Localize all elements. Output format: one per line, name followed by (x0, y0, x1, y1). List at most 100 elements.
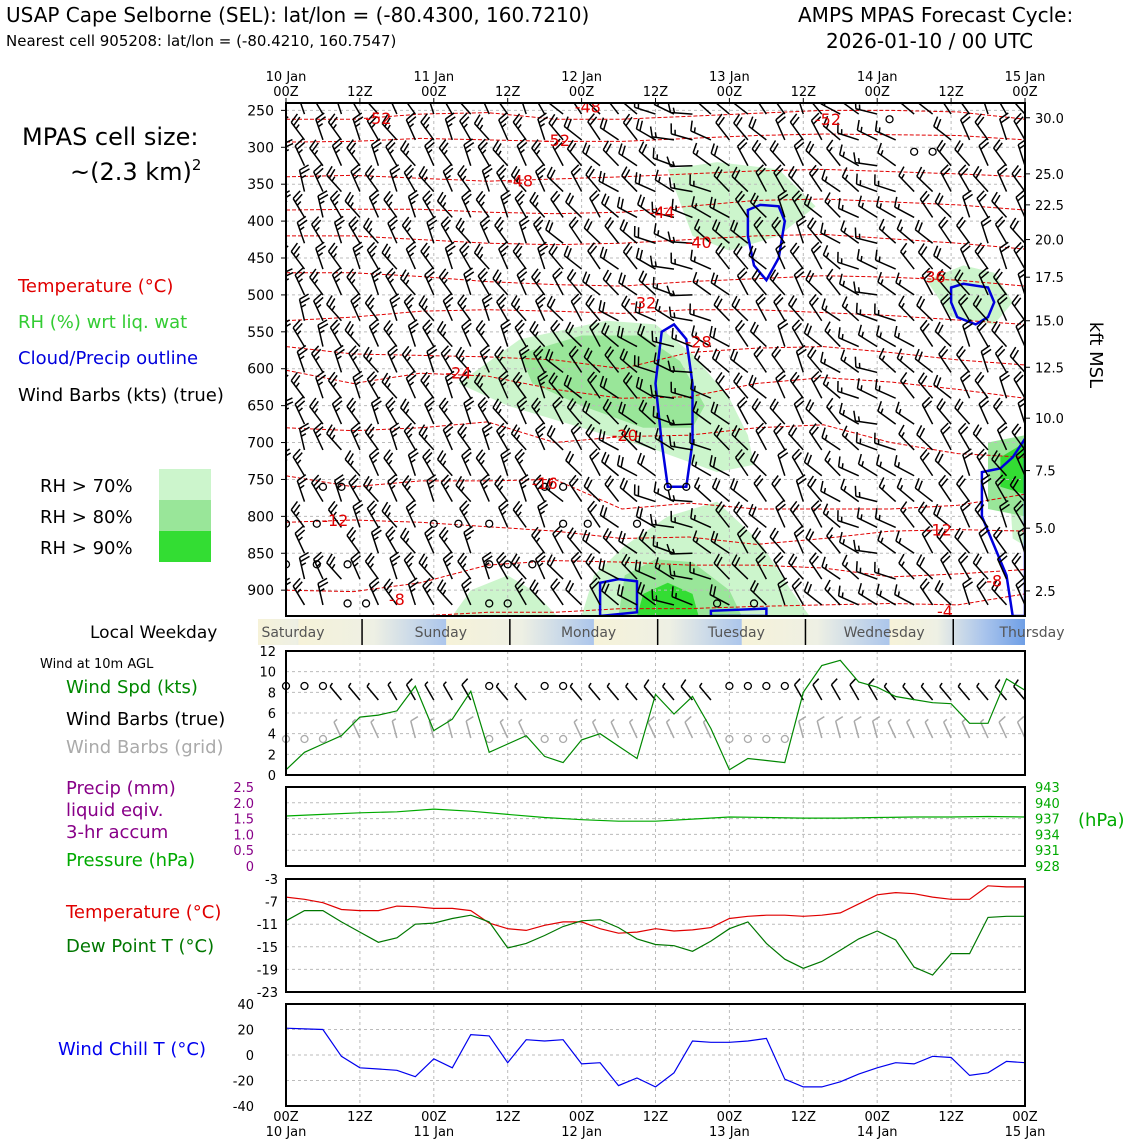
wind-barb (773, 422, 786, 451)
wind-barb (654, 427, 675, 451)
wind-barb (352, 112, 364, 141)
barb-feather (641, 531, 648, 542)
barb-feather (385, 526, 394, 535)
barb-feather (897, 90, 901, 100)
barb-feather (424, 452, 433, 461)
barb-feather (692, 271, 698, 283)
barb-feather (999, 499, 1009, 508)
barb-half-feather (464, 329, 470, 335)
wind-barb (665, 718, 675, 739)
barb-feather (405, 167, 415, 177)
barb-half-feather (843, 485, 847, 492)
wind-barb (294, 267, 306, 296)
barb-feather (331, 396, 341, 405)
wind-barb (684, 715, 694, 739)
barb-feather (534, 87, 541, 95)
barb-feather (622, 113, 631, 124)
barb-feather (938, 271, 946, 282)
wind-barb (510, 424, 527, 451)
barb-half-feather (429, 484, 435, 489)
barb-half-feather (389, 536, 394, 542)
barb-feather (638, 302, 642, 314)
barb-feather (996, 219, 1006, 229)
barb-half-feather (902, 508, 907, 514)
barb-half-feather (409, 252, 415, 257)
legend-swatch-rh80 (159, 500, 211, 531)
barb-half-feather (427, 278, 433, 283)
barb-feather (348, 216, 357, 225)
barb-half-feather (841, 333, 844, 340)
barb-staff (333, 721, 343, 739)
barb-feather (757, 296, 766, 306)
wind-barb (366, 371, 380, 399)
barb-feather (960, 297, 969, 306)
wind-barb (976, 448, 989, 477)
wind-barb (874, 378, 896, 399)
wind-barb (856, 249, 878, 270)
wind-barb (514, 319, 527, 347)
wind-barb (840, 478, 860, 503)
wind-barb (585, 553, 601, 580)
barb-staff (445, 103, 453, 115)
barb-half-feather (372, 588, 378, 593)
wind-barb (455, 217, 472, 244)
barb-feather (920, 246, 928, 256)
wind-barb (896, 477, 915, 503)
barb-feather (276, 349, 283, 357)
barb-feather (805, 399, 812, 410)
wind-barb (331, 396, 343, 425)
wind-barb (618, 530, 638, 554)
barb-staff (499, 721, 509, 739)
wind-barb (329, 190, 343, 218)
wind-barb (713, 424, 730, 451)
barb-feather (916, 425, 923, 435)
barb-staff (573, 103, 583, 115)
wind-barb (606, 682, 620, 701)
barb-feather (826, 139, 834, 149)
wind-barb (957, 551, 971, 580)
barb-feather (974, 371, 983, 381)
barb-feather (729, 219, 736, 230)
wind-barb (810, 500, 823, 528)
wind-barb (667, 231, 693, 244)
barb-half-feather (824, 176, 828, 182)
barb-feather (691, 325, 696, 336)
pressure-ytick-label: 928 (1035, 860, 1060, 875)
wind-barb (954, 527, 971, 554)
barb-feather (635, 118, 640, 130)
barb-feather (313, 551, 322, 560)
barb-feather (933, 503, 939, 515)
wind-barb (936, 527, 952, 554)
wind-barb (775, 241, 786, 270)
barb-staff (286, 241, 287, 244)
barb-staff (853, 720, 860, 739)
barb-feather (538, 116, 549, 124)
barb-feather (919, 298, 926, 309)
y2-tick-label: 25.0 (1035, 168, 1064, 183)
barb-half-feather (427, 148, 433, 154)
barb-feather (773, 422, 782, 432)
wind-barb (810, 241, 823, 270)
wind-barb (403, 164, 416, 192)
wind-barb (1013, 112, 1025, 141)
barb-half-feather (298, 149, 303, 154)
wind-barb (473, 114, 490, 141)
wind-barb (529, 579, 546, 606)
barb-feather (837, 327, 841, 338)
wind-barb (331, 138, 343, 167)
barb-feather (754, 142, 762, 153)
barb-staff (286, 189, 287, 192)
barb-feather (978, 138, 988, 147)
wind-barb (621, 166, 638, 193)
barb-feather (402, 88, 408, 96)
barb-feather (963, 581, 974, 589)
wind-barb (438, 526, 453, 554)
barb-feather (620, 198, 624, 210)
wind-barb (481, 164, 493, 192)
barb-feather (331, 193, 341, 203)
wind-barb (898, 295, 915, 322)
barb-staff (459, 103, 472, 115)
barb-feather (353, 374, 364, 382)
barb-feather (334, 474, 344, 482)
